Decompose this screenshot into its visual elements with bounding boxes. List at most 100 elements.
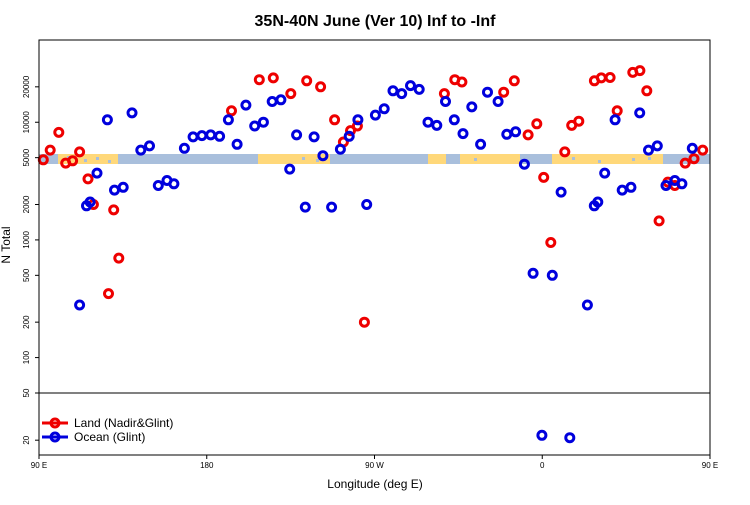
ocean-point bbox=[564, 432, 576, 444]
land-point bbox=[103, 288, 114, 300]
y-tick-label: 200 bbox=[22, 315, 31, 329]
ocean-point bbox=[231, 138, 243, 150]
ocean-point bbox=[74, 299, 86, 311]
land-point bbox=[531, 118, 543, 130]
x-axis-label: Longitude (deg E) bbox=[327, 477, 422, 491]
land-point bbox=[285, 88, 297, 100]
ocean-point bbox=[91, 167, 103, 179]
ocean-point bbox=[126, 107, 138, 119]
ocean-point bbox=[284, 163, 296, 175]
ocean-point bbox=[343, 130, 355, 142]
ocean-point bbox=[546, 269, 558, 281]
ocean-point bbox=[651, 140, 663, 152]
ocean-point bbox=[257, 116, 269, 128]
strip-lake bbox=[598, 160, 601, 163]
ocean-point bbox=[492, 96, 504, 107]
land-point bbox=[82, 173, 94, 185]
ocean-point bbox=[275, 94, 287, 106]
land-point bbox=[688, 153, 700, 165]
land-point bbox=[74, 146, 86, 158]
land-point bbox=[573, 115, 585, 127]
legend: Land (Nadir&Glint) Ocean (Glint) bbox=[42, 416, 173, 444]
land-point bbox=[358, 316, 370, 328]
land-point bbox=[538, 171, 550, 183]
land-point bbox=[653, 215, 665, 227]
land-point bbox=[315, 81, 327, 93]
y-tick-label: 1000 bbox=[22, 230, 31, 248]
land-point bbox=[559, 146, 571, 158]
land-point bbox=[226, 105, 237, 117]
strip-lake bbox=[648, 157, 651, 160]
ocean-point bbox=[240, 99, 252, 111]
ocean-point bbox=[592, 196, 604, 208]
ocean-point bbox=[396, 88, 408, 100]
x-tick-label: 90 W bbox=[365, 461, 384, 470]
strip-lake bbox=[84, 159, 87, 162]
ocean-point bbox=[676, 178, 688, 190]
ocean-point bbox=[510, 126, 522, 138]
legend-ocean-label: Ocean (Glint) bbox=[74, 430, 145, 444]
ocean-point bbox=[527, 267, 539, 279]
ocean-point bbox=[361, 199, 373, 210]
land-point bbox=[329, 114, 341, 126]
ocean-point bbox=[178, 142, 190, 154]
y-tick-label: 100 bbox=[22, 350, 31, 364]
ocean-point bbox=[317, 150, 329, 162]
land-point bbox=[113, 252, 125, 264]
y-axis-label: N Total bbox=[0, 226, 13, 263]
x-tick-label: 0 bbox=[540, 461, 545, 470]
ocean-point bbox=[448, 114, 460, 126]
strip-lake bbox=[632, 158, 635, 161]
land-point bbox=[108, 204, 120, 216]
y-tick-label: 20 bbox=[22, 435, 31, 444]
ocean-point bbox=[634, 107, 646, 119]
legend-land-label: Land (Nadir&Glint) bbox=[74, 416, 173, 430]
ocean-point bbox=[466, 101, 478, 113]
ocean-point bbox=[405, 80, 416, 92]
strip-lake bbox=[302, 157, 305, 160]
ocean-point bbox=[440, 96, 451, 107]
ocean-point bbox=[536, 429, 548, 441]
ocean-point bbox=[413, 83, 425, 95]
land-point bbox=[267, 72, 279, 84]
legend-land-marker bbox=[49, 417, 61, 429]
land-point bbox=[498, 86, 510, 98]
land-point bbox=[697, 144, 709, 156]
ocean-point bbox=[660, 180, 672, 191]
ocean-point bbox=[686, 142, 698, 154]
strip-land bbox=[58, 154, 118, 164]
ocean-point bbox=[101, 114, 113, 126]
land-point bbox=[253, 74, 265, 86]
data-points bbox=[37, 65, 709, 444]
ocean-point bbox=[299, 201, 311, 213]
land-point bbox=[44, 144, 56, 156]
map-strip bbox=[39, 154, 710, 164]
ocean-point bbox=[369, 109, 381, 121]
ocean-point bbox=[168, 178, 180, 190]
strip-lake bbox=[572, 157, 575, 160]
ocean-point bbox=[222, 114, 234, 126]
ocean-point bbox=[457, 128, 469, 140]
land-point bbox=[604, 72, 616, 83]
ocean-point bbox=[625, 181, 637, 193]
ocean-point bbox=[581, 299, 593, 311]
ocean-point bbox=[431, 119, 443, 131]
ocean-point bbox=[643, 144, 654, 156]
strip-lake bbox=[108, 160, 111, 163]
ocean-point bbox=[308, 131, 320, 143]
y-tick-label: 10000 bbox=[22, 111, 31, 134]
strip-lake bbox=[316, 159, 319, 162]
ocean-point bbox=[616, 184, 628, 196]
y-tick-label: 500 bbox=[22, 268, 31, 282]
land-point bbox=[508, 75, 520, 87]
ocean-point bbox=[152, 180, 164, 191]
y-tick-label: 50 bbox=[22, 388, 31, 397]
ocean-point bbox=[334, 143, 346, 155]
ocean-point bbox=[599, 167, 611, 179]
ocean-point bbox=[378, 103, 390, 115]
land-point bbox=[67, 155, 79, 167]
ocean-point bbox=[518, 158, 530, 170]
land-point bbox=[301, 75, 313, 87]
